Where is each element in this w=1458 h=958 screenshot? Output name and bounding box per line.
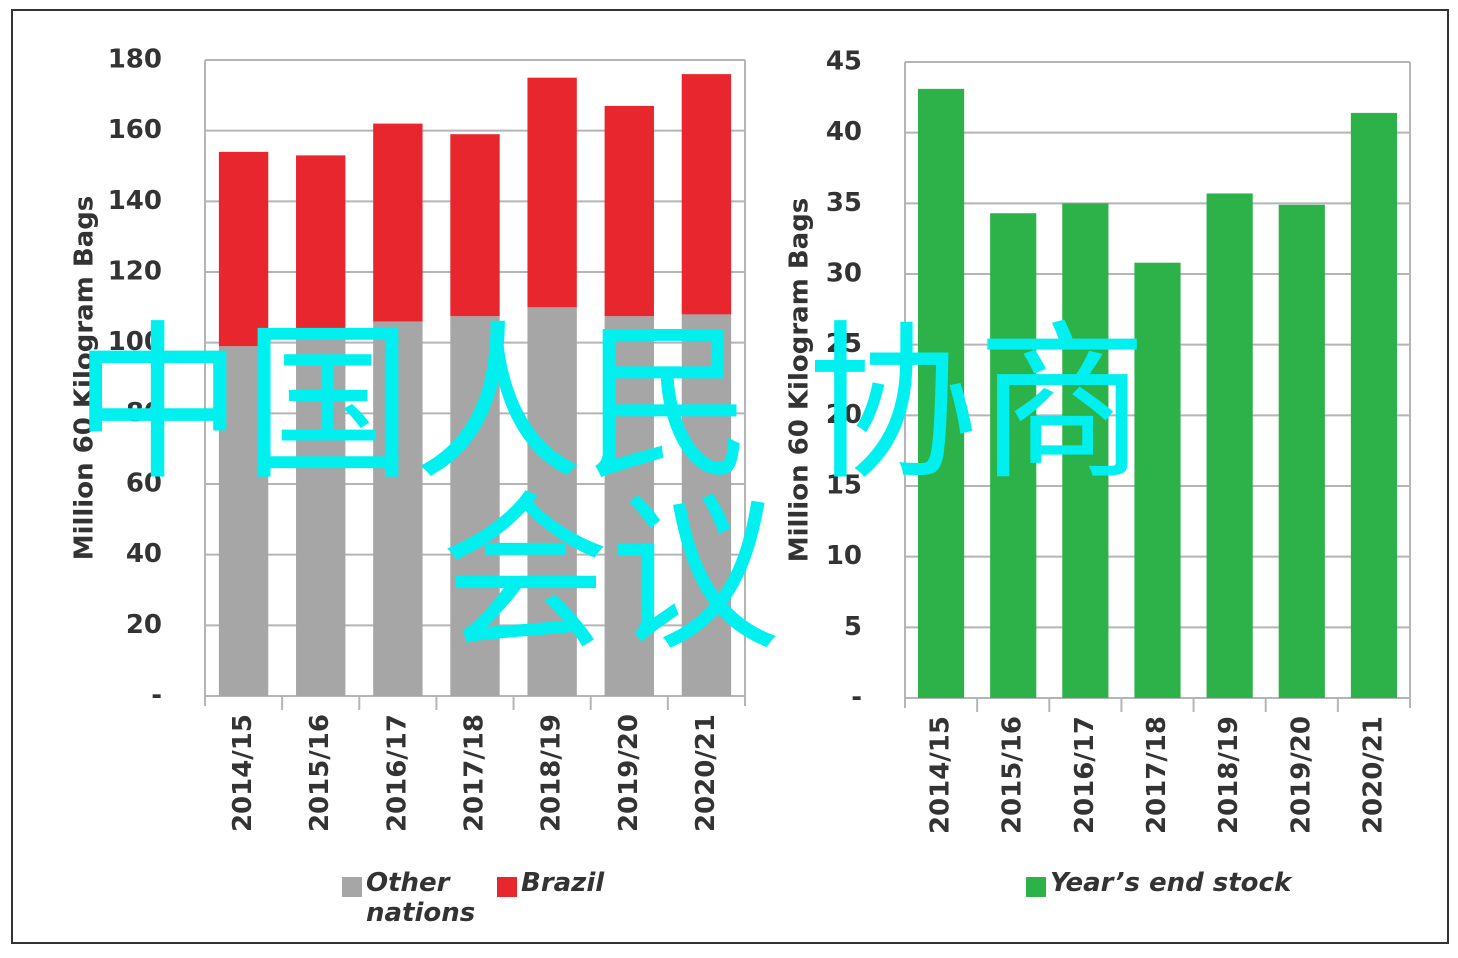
x-tick-label: 2015/16 — [305, 714, 335, 832]
legend-swatch — [497, 877, 517, 897]
bar — [527, 77, 577, 308]
bar — [604, 105, 654, 317]
x-tick-label: 2017/18 — [460, 714, 490, 832]
bar — [450, 316, 500, 696]
x-tick-label: 2020/21 — [691, 714, 721, 832]
legend-swatch — [342, 877, 362, 897]
bar — [681, 314, 732, 696]
bar — [1278, 204, 1325, 698]
frame — [11, 9, 1449, 944]
bar — [296, 155, 346, 333]
y-tick-label: 15 — [826, 471, 862, 501]
x-tick-label: 2020/21 — [1358, 716, 1388, 834]
y-axis-title: Million 60 Kilogram Bags — [70, 196, 100, 561]
y-tick-label: - — [851, 683, 862, 713]
x-tick-label: 2016/17 — [1070, 716, 1100, 834]
bar — [1206, 193, 1253, 698]
bar — [296, 332, 346, 696]
y-tick-label: 40 — [126, 539, 162, 569]
bar — [373, 321, 423, 696]
bar — [604, 316, 654, 696]
x-tick-label: 2015/16 — [998, 716, 1028, 834]
bar — [1350, 112, 1398, 698]
legend-swatch — [1026, 877, 1046, 897]
bar — [1062, 203, 1109, 699]
x-tick-label: 2016/17 — [382, 714, 412, 832]
y-tick-label: 30 — [826, 259, 862, 289]
x-tick-label: 2018/19 — [1214, 716, 1244, 834]
y-tick-label: 80 — [126, 398, 162, 428]
y-tick-label: 140 — [108, 186, 162, 216]
y-tick-label: 35 — [826, 188, 862, 218]
y-tick-label: 160 — [108, 115, 162, 145]
x-tick-label: 2017/18 — [1142, 716, 1172, 834]
y-tick-label: 180 — [108, 45, 162, 75]
legend-label: Brazil — [521, 868, 605, 898]
y-tick-label: 20 — [826, 400, 862, 430]
bar — [218, 346, 269, 696]
bar — [373, 123, 423, 322]
y-tick-label: 45 — [826, 47, 862, 77]
x-tick-label: 2018/19 — [537, 714, 567, 832]
y-tick-label: 25 — [826, 329, 862, 359]
y-axis-title: Million 60 Kilogram Bags — [785, 198, 815, 563]
bar — [990, 213, 1037, 698]
y-tick-label: 5 — [844, 612, 862, 642]
legend-label: Other nations — [366, 868, 476, 928]
y-tick-label: 120 — [108, 257, 162, 287]
bar — [450, 134, 500, 317]
y-tick-label: 100 — [108, 327, 162, 357]
watermark: 中国人民 协商会议 — [72, 306, 1148, 674]
x-tick-label: 2019/20 — [1286, 716, 1316, 834]
bar — [917, 88, 965, 698]
y-tick-label: 40 — [826, 117, 862, 147]
y-tick-label: 60 — [126, 469, 162, 499]
bar — [1134, 262, 1181, 698]
x-tick-label: 2019/20 — [614, 714, 644, 832]
legend-label: Year’s end stock — [1050, 868, 1292, 898]
bar — [681, 74, 732, 315]
y-tick-label: - — [151, 681, 162, 711]
y-tick-label: 20 — [126, 610, 162, 640]
bar — [218, 151, 269, 347]
x-tick-label: 2014/15 — [228, 714, 258, 832]
bar — [527, 307, 577, 696]
y-tick-label: 10 — [826, 541, 862, 571]
x-tick-label: 2014/15 — [926, 716, 956, 834]
